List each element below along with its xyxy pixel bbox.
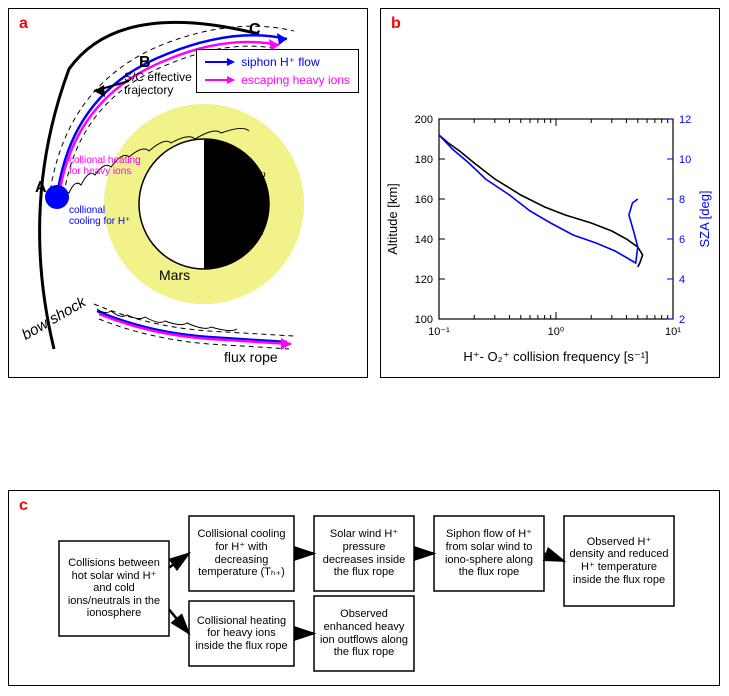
figure-container: a (0, 0, 729, 696)
collisional-cooling-label: collional cooling for H⁺ (69, 205, 139, 227)
svg-text:4: 4 (679, 274, 685, 286)
flux-rope-label: flux rope (224, 349, 278, 365)
svg-text:Altitude [km]: Altitude [km] (385, 183, 400, 255)
point-c-label: C (249, 21, 261, 39)
panel-a-legend: siphon H⁺ flow escaping heavy ions (196, 49, 359, 93)
svg-text:10¹: 10¹ (665, 326, 681, 338)
svg-text:10⁻¹: 10⁻¹ (428, 326, 450, 338)
legend-escaping-arrow-icon (205, 75, 235, 85)
trajectory-label: S/C effective trajectory (124, 71, 204, 97)
svg-text:12: 12 (679, 114, 691, 126)
siphon-flow-arrowhead (277, 33, 287, 45)
svg-text:10: 10 (679, 154, 691, 166)
svg-text:180: 180 (415, 154, 433, 166)
panel-c: c Collisions between hot solar wind H⁺ a… (8, 490, 720, 686)
panel-b: b 10⁻¹10⁰10¹10012014016018020024681012H⁺… (380, 8, 720, 378)
svg-text:10⁰: 10⁰ (548, 326, 565, 338)
svg-text:200: 200 (415, 114, 433, 126)
svg-text:100: 100 (415, 314, 433, 326)
svg-text:2: 2 (679, 314, 685, 326)
legend-siphon-text: siphon H⁺ flow (241, 55, 319, 69)
svg-text:6: 6 (679, 234, 685, 246)
svg-text:160: 160 (415, 194, 433, 206)
svg-text:H⁺- O₂⁺ collision frequency [s: H⁺- O₂⁺ collision frequency [s⁻¹] (463, 349, 648, 364)
legend-escaping-row: escaping heavy ions (205, 73, 350, 87)
svg-text:SZA [deg]: SZA [deg] (697, 190, 712, 247)
ionosphere-label: ionosphere (251, 171, 268, 236)
panel-a: a (8, 8, 368, 378)
flux-rope-dot (45, 185, 69, 209)
trajectory-arrowhead (94, 85, 105, 97)
mars-label: Mars (159, 267, 190, 283)
legend-siphon-arrow-icon (205, 57, 235, 67)
svg-text:120: 120 (415, 274, 433, 286)
svg-text:8: 8 (679, 194, 685, 206)
point-a-label: A (35, 179, 47, 197)
legend-escaping-text: escaping heavy ions (241, 73, 350, 87)
legend-siphon-row: siphon H⁺ flow (205, 55, 350, 69)
panel-c-flowchart: Collisions between hot solar wind H⁺ and… (9, 491, 721, 687)
escaping-lower-arrowhead (281, 338, 291, 350)
svg-text:140: 140 (415, 234, 433, 246)
collisional-heating-label: collional heating for heavy ions (69, 155, 149, 177)
panel-b-chart: 10⁻¹ 10⁰ 10¹ 100 120 140 160 180 200 2 4 6 8 10 12 H⁺- … (381, 9, 721, 379)
